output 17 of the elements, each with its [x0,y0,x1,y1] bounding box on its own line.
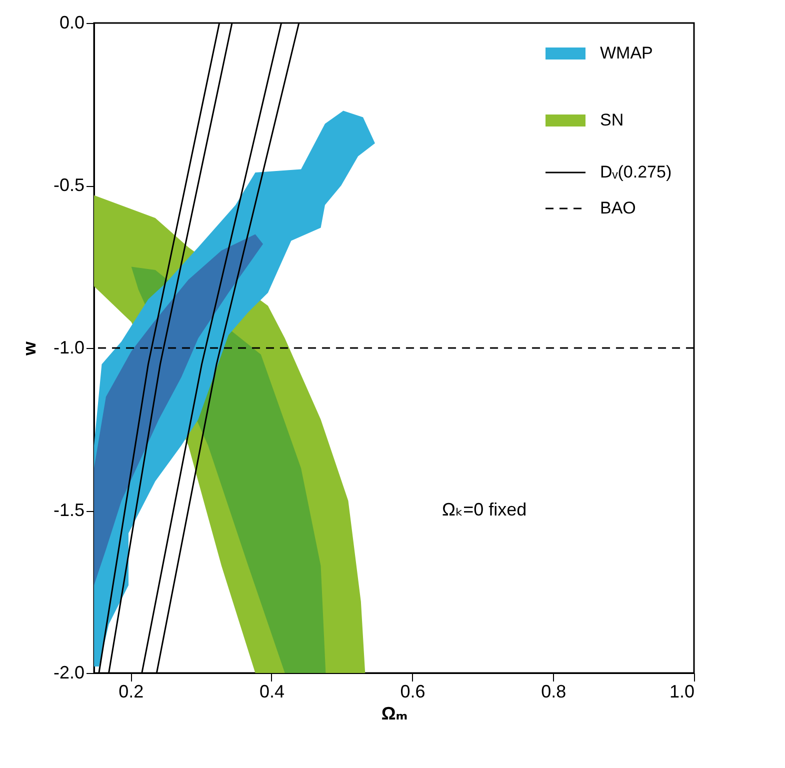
x-tick-label: 0.6 [400,682,426,702]
legend-label: Dᵥ(0.275) [600,162,672,182]
legend-label: WMAP [600,44,653,62]
y-tick-label: -1.5 [53,500,84,520]
y-axis-title: w [19,340,40,357]
y-tick-label: -2.0 [53,662,84,682]
x-tick-label: 0.2 [118,682,144,702]
y-tick-label: 0.0 [59,12,84,32]
legend-label: BAO [600,198,636,218]
annotation: Ωₖ=0 fixed [442,500,527,520]
y-tick-label: -0.5 [53,175,84,195]
y-tick-label: -1.0 [53,338,84,358]
x-tick-label: 0.8 [541,682,566,702]
x-tick-label: 0.4 [259,682,284,702]
legend-label: SN [600,110,624,130]
x-tick-label: 1.0 [669,682,694,702]
x-axis-title: Ωₘ [381,704,408,724]
